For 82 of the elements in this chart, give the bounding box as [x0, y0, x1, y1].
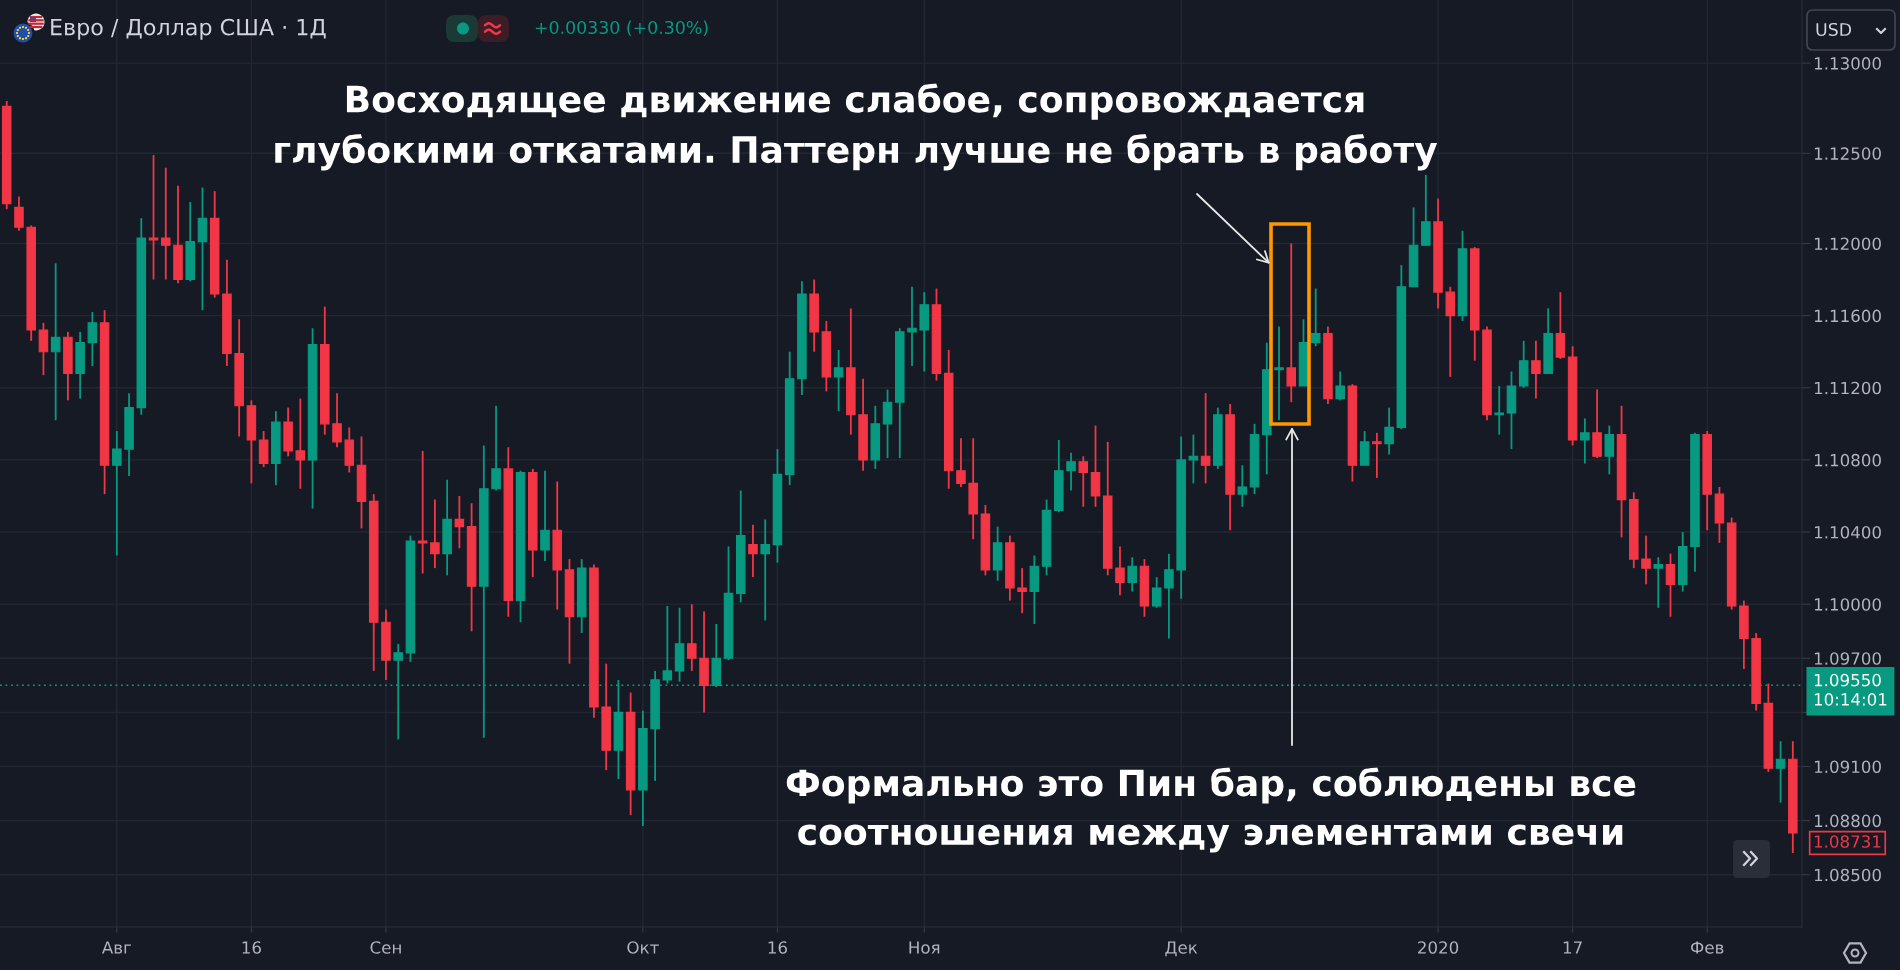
candlestick: [1384, 406, 1394, 456]
candlestick: [540, 469, 550, 562]
candlestick: [1200, 392, 1211, 485]
candlestick: [1641, 534, 1651, 586]
ref-line-label: 1.09550 10:14:01: [1814, 673, 1887, 706]
candlestick: [956, 437, 966, 488]
candlestick: [1310, 287, 1321, 348]
candlestick: [1421, 174, 1431, 247]
candlestick: [760, 518, 770, 622]
y-tick-label: 1.10000: [1814, 598, 1881, 611]
text: Евро / Доллар США · 1Д: [51, 18, 326, 40]
candlestick: [332, 392, 342, 449]
annotation: Формально это Пин бар, соблюдены все соотношения между элементами свечи: [786, 767, 1636, 853]
candlestick: [160, 166, 171, 281]
candlestick: [1017, 567, 1027, 615]
candlestick: [1445, 285, 1456, 378]
candlestick: [1237, 464, 1248, 508]
candlestick: [14, 195, 24, 232]
y-tick-label: 1.10800: [1814, 453, 1881, 467]
candlestick: [1115, 545, 1125, 597]
candlestick: [833, 348, 844, 413]
y-tick-label: 1.12000: [1814, 237, 1881, 251]
candlestick: [907, 285, 917, 368]
candlestick: [1090, 424, 1101, 508]
candlestick: [1372, 431, 1382, 479]
text: USD: [1816, 22, 1852, 37]
x-tick-label: Ноя: [909, 941, 940, 954]
candlestick: [1604, 424, 1615, 476]
candlestick: [454, 495, 465, 550]
candlestick: [197, 186, 208, 312]
candlestick: [687, 603, 697, 672]
x-tick-label: Авг: [101, 941, 132, 954]
candlestick: [38, 321, 49, 377]
text: 1.08731: [1814, 835, 1881, 848]
candlestick: [491, 404, 501, 492]
y-tick-label: 1.12500: [1814, 147, 1881, 160]
candlestick: [1066, 451, 1076, 492]
candlestick: [1775, 740, 1786, 804]
y-tick-label: 1.09100: [1814, 760, 1881, 774]
candlestick: [1151, 576, 1162, 609]
y-tick-label: 1.11600: [1814, 309, 1881, 323]
candlestick: [1286, 242, 1297, 404]
y-tick-label: 1.13000: [1814, 57, 1881, 70]
candlestick: [1188, 433, 1199, 485]
y-tick-label: 1.08800: [1814, 814, 1881, 828]
x-tick-label: 16: [242, 941, 261, 954]
x-tick-label: Фев: [1690, 941, 1724, 954]
candlestick: [417, 449, 428, 575]
x-tick-label: 16: [768, 941, 787, 954]
x-tick-label: Окт: [627, 941, 659, 954]
y-tick-label: 1.11200: [1814, 381, 1881, 395]
candlestick: [148, 154, 159, 281]
y-tick-label: 1.08500: [1814, 868, 1881, 882]
y-tick-label: 1.09700: [1814, 652, 1881, 665]
candlestick: [1665, 552, 1676, 618]
candlestick: [1274, 325, 1284, 422]
candlestick: [1359, 430, 1370, 467]
x-tick-label: 2020: [1418, 941, 1459, 954]
candlestick: [1494, 385, 1504, 436]
x-tick-label: Сен: [370, 941, 401, 954]
candlestick: [1653, 556, 1664, 609]
annotation: Восходящее движение слабое, сопровождается глубокими откатами. Паттерн лучше не брать в работу: [275, 83, 1438, 171]
candlestick: [1555, 291, 1566, 360]
candlestick: [1164, 552, 1174, 640]
candlestick: [430, 498, 440, 570]
x-tick-label: Дек: [1165, 941, 1198, 957]
candlestick: [50, 262, 61, 422]
candlestick: [882, 388, 893, 459]
candlestick: [1592, 388, 1602, 459]
x-tick-label: 17: [1563, 941, 1582, 954]
y-tick-label: 1.10400: [1814, 526, 1881, 539]
candlestick: [1335, 370, 1345, 402]
candlestick: [295, 397, 306, 490]
candlestick: [112, 430, 122, 557]
text: +0.00330 (+0.30%): [535, 20, 708, 37]
candlestick: [1127, 556, 1137, 593]
candlestick: [1580, 417, 1590, 465]
candlestick: [1531, 339, 1541, 400]
candlestick: [258, 430, 269, 469]
candlestick: [87, 311, 98, 368]
candlestick: [1078, 455, 1089, 508]
candlestick: [748, 523, 758, 579]
